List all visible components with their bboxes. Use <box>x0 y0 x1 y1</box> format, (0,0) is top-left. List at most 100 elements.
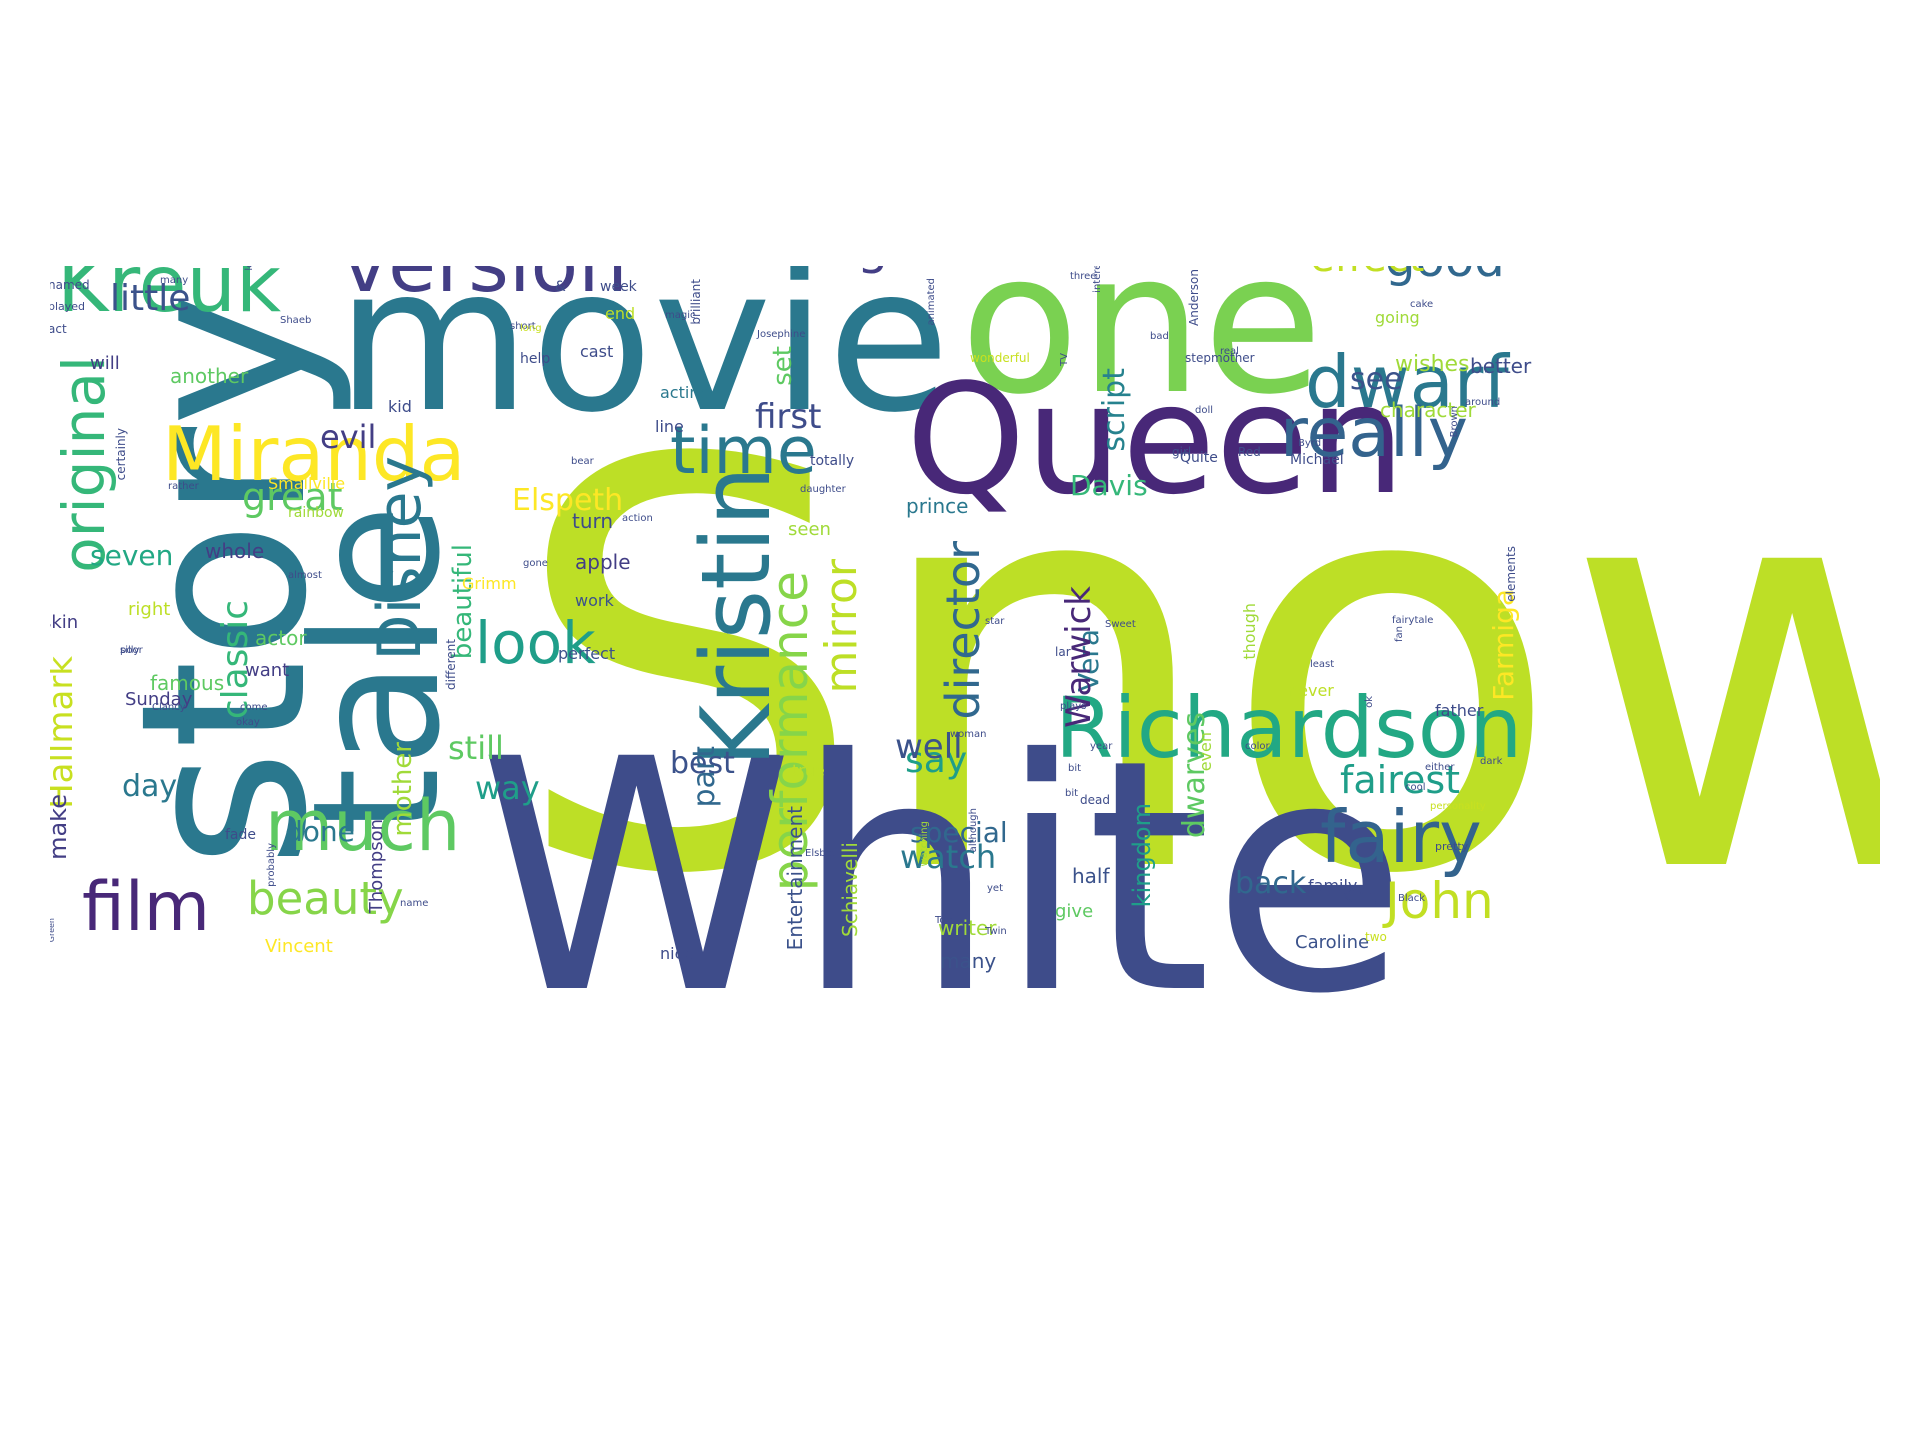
word-pretty: pretty <box>1435 840 1469 853</box>
word-least: least <box>1310 659 1335 670</box>
word-tv: TV <box>1059 353 1070 366</box>
word-much: much <box>265 785 461 867</box>
word-queen: Queen <box>906 351 1406 528</box>
word-back: back <box>1235 866 1307 901</box>
word-disney: Disney <box>365 456 435 661</box>
word-different: different <box>444 639 458 690</box>
word-dark: dark <box>1480 756 1503 767</box>
word-fairytale: fairytale <box>1392 615 1434 626</box>
word-nice: nice <box>660 944 694 963</box>
word-better: better <box>1470 354 1532 378</box>
word-part: part <box>687 746 722 808</box>
word-first: first <box>755 397 822 437</box>
word-another: another <box>170 364 249 388</box>
word-bad: bad <box>1150 331 1169 342</box>
word-even: even <box>1196 732 1215 772</box>
word-family: family <box>1308 876 1358 895</box>
word-grimm: Grimm <box>462 574 517 593</box>
word-turn: turn <box>572 509 614 533</box>
word-fan: fan <box>1394 626 1405 642</box>
word-version: version <box>342 266 628 304</box>
word-going: going <box>1375 308 1420 327</box>
word-good: good <box>1385 266 1505 284</box>
word-john: John <box>1385 872 1494 930</box>
word-farmiga: Farmiga <box>1487 589 1520 701</box>
word-thompson: Thompson <box>366 819 387 914</box>
word-director: director <box>936 541 990 720</box>
word-red: Red <box>1238 445 1261 459</box>
word-woman: woman <box>950 729 987 740</box>
word-movie: movie <box>336 266 951 457</box>
word-mirror: mirror <box>816 559 867 694</box>
word-evil: evil <box>320 418 377 456</box>
word-whole: whole <box>205 539 265 563</box>
word-apple: apple <box>575 550 631 574</box>
word-cool: cool <box>1405 782 1426 793</box>
word-writer: writer <box>938 916 997 940</box>
word-josephine: Josephine <box>757 329 806 340</box>
word-schiavelli: Schiavelli <box>838 842 862 937</box>
word-tom: Tom <box>935 915 956 926</box>
word-act: act <box>50 322 67 336</box>
word-action: action <box>622 513 653 524</box>
word-although: although <box>968 808 979 853</box>
word-character: character <box>1380 398 1476 422</box>
word-say: say <box>905 740 968 781</box>
word-prince: prince <box>906 494 969 518</box>
word-special: special <box>910 816 1008 849</box>
word-real: real <box>1220 346 1239 357</box>
word-color: color <box>1245 741 1270 752</box>
word-around: around <box>1465 397 1501 408</box>
word-film: film <box>82 868 210 947</box>
word-dead: dead <box>1080 793 1110 807</box>
word-caroline: Caroline <box>1295 932 1370 953</box>
word-girl: girl <box>1172 445 1192 459</box>
word-end: end <box>605 304 636 323</box>
word-white: White <box>478 692 1409 1064</box>
word-line: line <box>655 417 684 436</box>
word-miranda: Miranda <box>162 410 466 498</box>
word-wonderful: wonderful <box>970 351 1030 365</box>
word-thing: thing <box>760 266 889 271</box>
word-: & <box>555 279 566 295</box>
word-bear: bear <box>571 456 594 467</box>
word-done: done <box>285 815 355 848</box>
word-twin: Twin <box>985 926 1007 937</box>
word-leader: leader <box>244 266 255 271</box>
word-brown: Brown <box>1449 406 1460 438</box>
word-many: many <box>160 275 189 286</box>
word-quite: Quite <box>1180 450 1218 466</box>
word-seven: seven <box>90 539 174 572</box>
word-script: script <box>1097 368 1132 452</box>
word-come: come <box>240 702 268 713</box>
word-rainbow: rainbow <box>288 505 344 521</box>
word-fairest: fairest <box>1340 758 1461 802</box>
word-one: one <box>960 266 1323 437</box>
word-two: two <box>1365 930 1387 944</box>
word-seen: seen <box>788 519 831 540</box>
word-michael: Michael <box>1290 452 1344 468</box>
word-richardson: Richardson <box>1055 679 1523 777</box>
word-well: well <box>895 727 963 767</box>
word-snow: Snow <box>510 345 1880 997</box>
word-animated: animated <box>926 278 937 326</box>
word-half: half <box>1072 864 1110 888</box>
word-give: give <box>1055 901 1094 922</box>
word-magic: magic <box>665 310 696 321</box>
word-day: day <box>122 769 178 804</box>
word-look: look <box>475 609 596 677</box>
word-totally: totally <box>810 453 855 469</box>
word-help: help <box>520 351 551 367</box>
word-elements: elements <box>1504 546 1518 602</box>
word-set: set <box>768 346 798 386</box>
word-gone: gone <box>523 558 548 569</box>
word-plays: plays <box>1060 701 1087 712</box>
word-name: name <box>400 898 429 909</box>
word-work: work <box>575 591 614 610</box>
word-beauty: beauty <box>247 872 404 925</box>
word-dwarf: dwarf <box>1305 340 1509 424</box>
word-kingdom: kingdom <box>1128 803 1156 908</box>
word-fade: fade <box>225 827 257 843</box>
word-bit: bit <box>1068 763 1082 774</box>
word-lar: lar <box>1055 645 1071 659</box>
